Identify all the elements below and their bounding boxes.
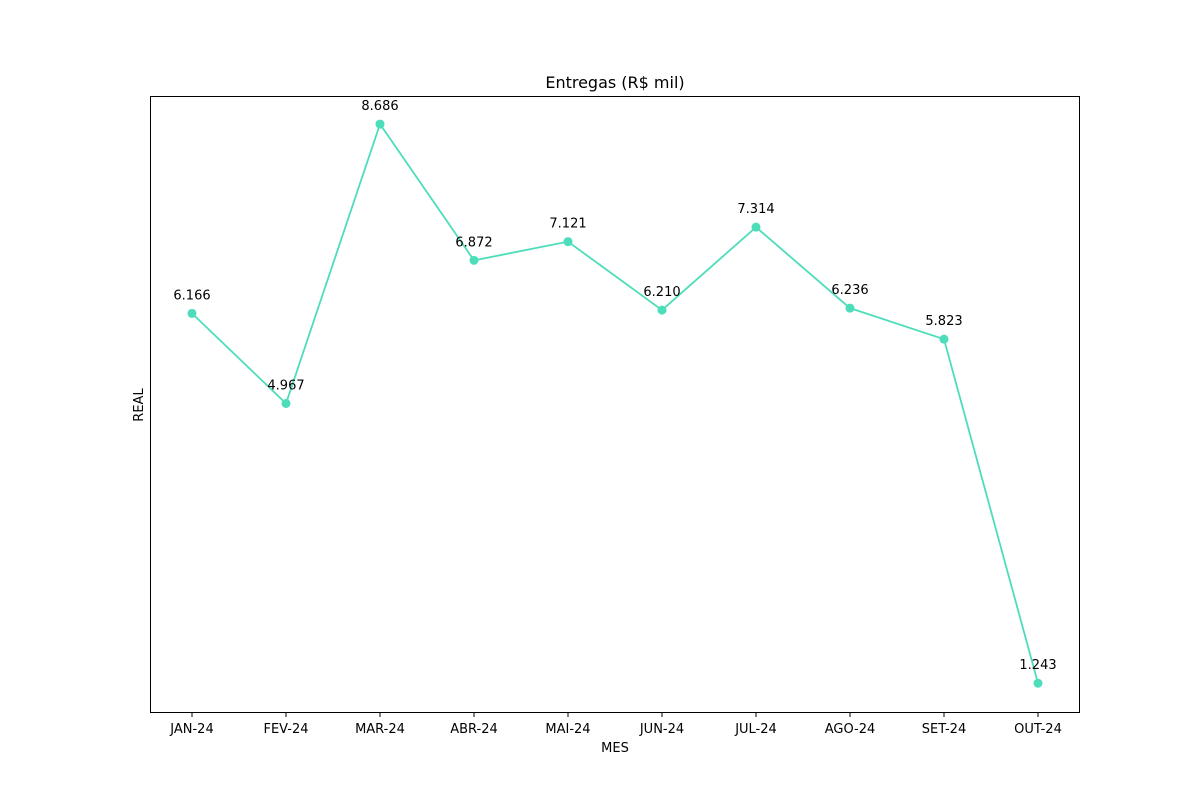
plot-area bbox=[150, 96, 1080, 713]
data-label: 7.121 bbox=[549, 217, 586, 232]
series-line bbox=[191, 122, 1039, 684]
x-tick-label: MAR-24 bbox=[355, 722, 405, 737]
x-tick-label: JUL-24 bbox=[734, 722, 777, 737]
y-axis-label: REAL bbox=[132, 388, 147, 422]
data-point bbox=[469, 255, 479, 265]
chart-title: Entregas (R$ mil) bbox=[545, 73, 684, 92]
data-point bbox=[1033, 678, 1043, 688]
data-label: 1.243 bbox=[1019, 658, 1056, 673]
data-label: 5.823 bbox=[925, 314, 962, 329]
data-point bbox=[375, 119, 385, 129]
data-label: 6.236 bbox=[831, 283, 868, 298]
x-axis-label: MES bbox=[601, 741, 629, 756]
data-point bbox=[939, 334, 949, 344]
data-point bbox=[845, 303, 855, 313]
data-labels: 6.166 4.967 8.686 6.872 7.121 6.210 7.314 6.236… bbox=[173, 99, 1056, 673]
data-point bbox=[187, 308, 197, 318]
data-point bbox=[751, 222, 761, 232]
x-tick-label: AGO-24 bbox=[825, 722, 876, 737]
x-tick-label: FEV-24 bbox=[263, 722, 308, 737]
data-label: 6.872 bbox=[455, 235, 492, 250]
x-tick-label: ABR-24 bbox=[450, 722, 498, 737]
data-label: 8.686 bbox=[361, 99, 398, 114]
x-axis-ticks: JAN-24 FEV-24 MAR-24 ABR-24 MAI-24 JUN-24 JUL-… bbox=[169, 712, 1062, 737]
data-point bbox=[281, 398, 291, 408]
data-label: 4.967 bbox=[267, 378, 304, 393]
x-tick-label: MAI-24 bbox=[545, 722, 590, 737]
x-tick-label: JUN-24 bbox=[639, 722, 684, 737]
x-tick-label: JAN-24 bbox=[169, 722, 213, 737]
data-point bbox=[657, 305, 667, 315]
x-tick-label: OUT-24 bbox=[1014, 722, 1062, 737]
data-label: 7.314 bbox=[737, 202, 774, 217]
data-label: 6.166 bbox=[173, 288, 210, 303]
data-label: 6.210 bbox=[643, 285, 680, 300]
series-real bbox=[187, 119, 1043, 688]
data-point bbox=[563, 237, 573, 247]
x-tick-label: SET-24 bbox=[922, 722, 966, 737]
